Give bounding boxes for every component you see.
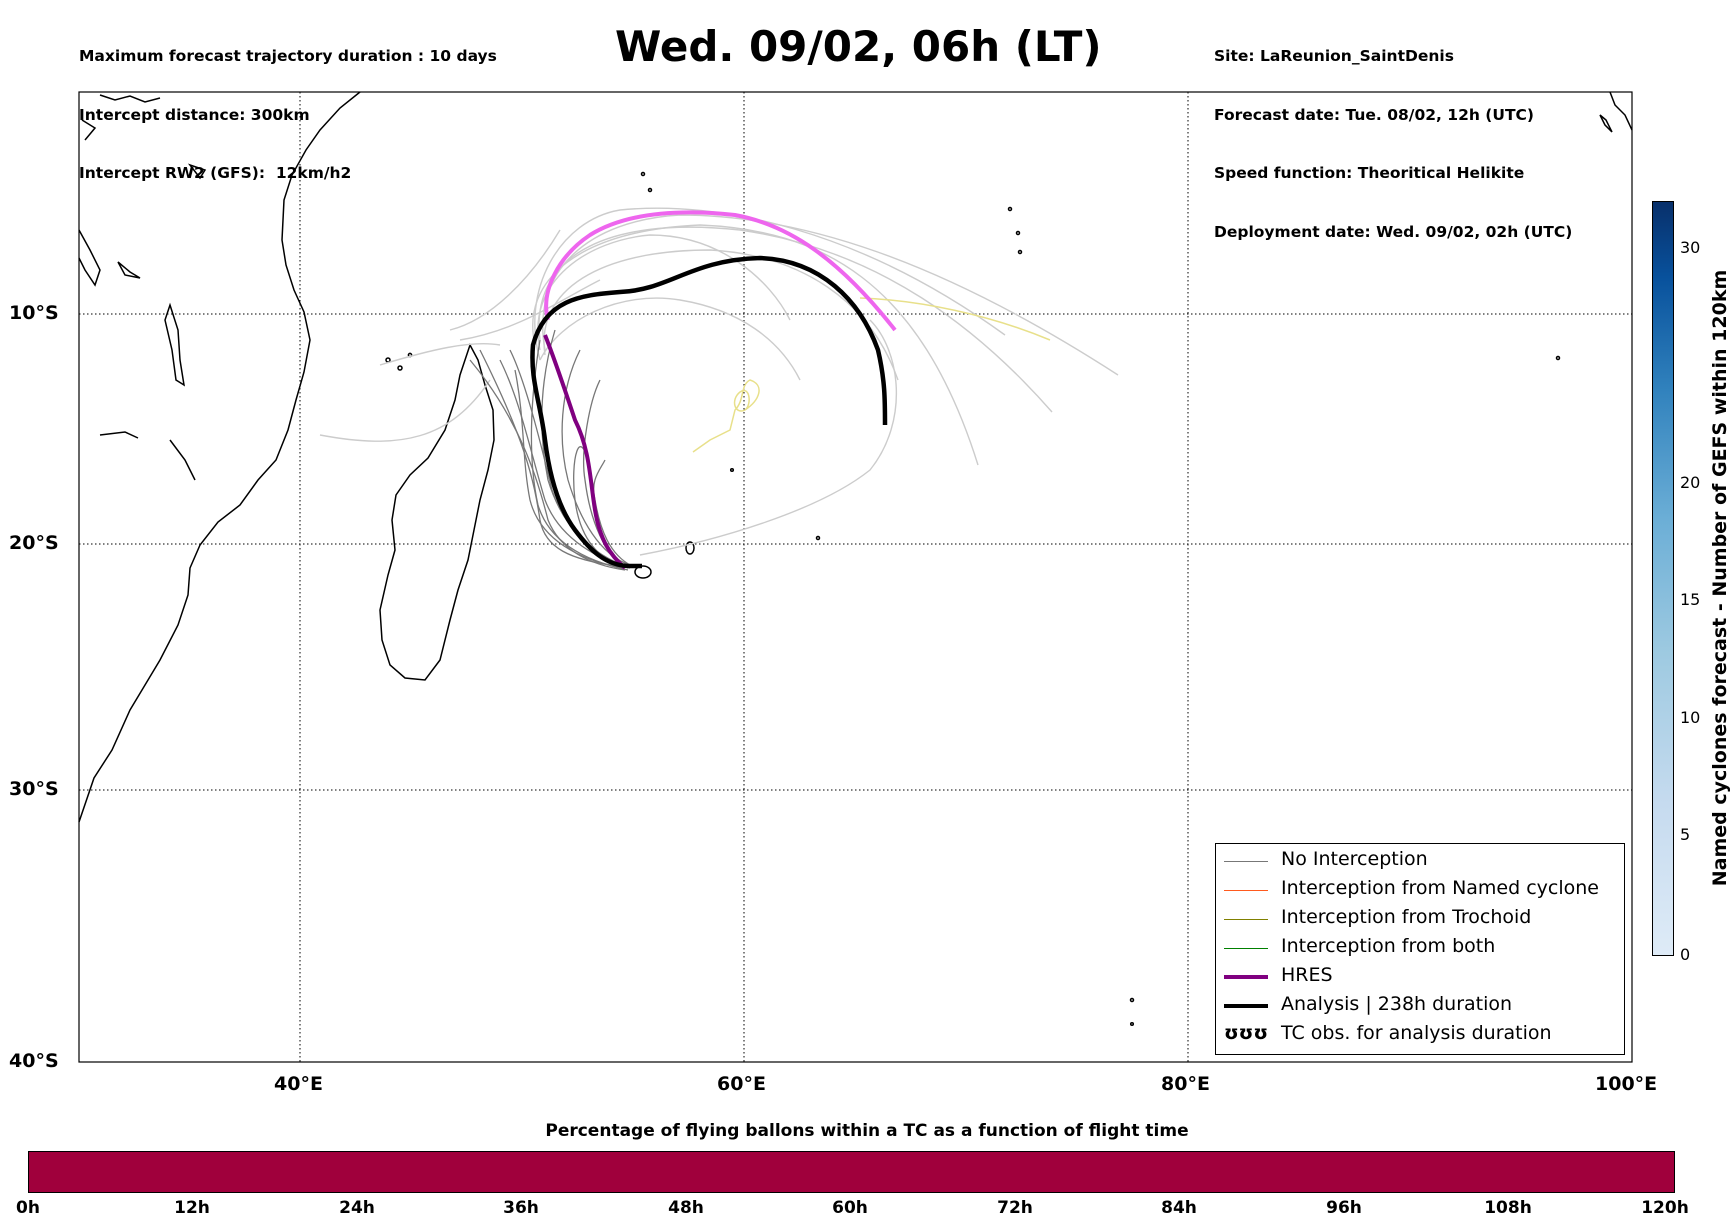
lon-label-60e: 60°E (717, 1073, 766, 1095)
cbr-tick-15: 15 (1680, 590, 1701, 609)
cbb-tick-12h: 12h (174, 1198, 210, 1218)
legend-swatch (1224, 975, 1268, 979)
cbr-tick-10: 10 (1680, 708, 1701, 727)
lon-label-80e: 80°E (1161, 1073, 1210, 1095)
cbb-tick-72h: 72h (997, 1198, 1033, 1218)
no-interception-trajectories (469, 329, 633, 571)
cbr-tick-30: 30 (1680, 238, 1701, 257)
cbb-tick-108h: 108h (1484, 1198, 1532, 1218)
cbb-tick-0h: 0h (16, 1198, 40, 1218)
cbb-tick-96h: 96h (1326, 1198, 1362, 1218)
legend-swatch (1224, 948, 1268, 949)
lat-label-30s: 30°S (9, 778, 59, 800)
colorbar-right-title: Named cyclones forecast - Number of GEFS… (1709, 269, 1731, 887)
cbr-tick-5: 5 (1680, 825, 1691, 844)
intercept-rw2-text: Intercept RW2 (GFS): 12km/h2 (79, 164, 352, 182)
cbb-tick-24h: 24h (339, 1198, 375, 1218)
lon-label-100e: 100°E (1595, 1073, 1658, 1095)
header-right-info: Site: LaReunion_SaintDenis Forecast date… (1214, 8, 1572, 262)
cbb-tick-84h: 84h (1161, 1198, 1197, 1218)
page-title: Wed. 09/02, 06h (LT) (615, 22, 1102, 71)
lon-label-40e: 40°E (274, 1073, 323, 1095)
lat-label-40s: 40°S (9, 1050, 59, 1072)
flight-time-colorbar (28, 1151, 1675, 1193)
coastlines (78, 91, 1633, 1027)
cbb-tick-120h: 120h (1641, 1198, 1689, 1218)
hres-upper-track (544, 210, 897, 332)
intercept-distance-text: Intercept distance: 300km (79, 105, 310, 124)
cbb-tick-48h: 48h (668, 1198, 704, 1218)
map-legend: No Interception Interception from Named … (1215, 843, 1625, 1055)
madagascar-coastline (379, 343, 495, 681)
header-left-info: Maximum forecast trajectory duration : 1… (79, 8, 497, 203)
colorbar-bottom-title: Percentage of flying ballons within a TC… (545, 1121, 1189, 1141)
cbb-tick-60h: 60h (832, 1198, 868, 1218)
legend-swatch (1224, 919, 1268, 920)
tc-obs-track (692, 297, 1051, 453)
legend-swatch (1224, 890, 1268, 891)
site-text: Site: LaReunion_SaintDenis (1214, 47, 1454, 65)
cbr-tick-20: 20 (1680, 473, 1701, 492)
cyclone-colorbar (1652, 201, 1674, 956)
deployment-date-text: Deployment date: Wed. 09/02, 02h (UTC) (1214, 222, 1573, 241)
light-ensemble-trajectories (319, 207, 1119, 556)
legend-swatch (1224, 861, 1268, 862)
analysis-track (530, 255, 888, 569)
speed-function-text: Speed function: Theoritical Helikite (1214, 164, 1525, 182)
legend-swatch (1224, 1004, 1268, 1008)
lat-label-20s: 20°S (9, 532, 59, 554)
hres-track (543, 334, 627, 570)
forecast-date-text: Forecast date: Tue. 08/02, 12h (UTC) (1214, 105, 1535, 124)
cbb-tick-36h: 36h (503, 1198, 539, 1218)
tc-symbol-icon: ʊʊʊ (1224, 1022, 1269, 1044)
map-grid (79, 92, 1632, 1062)
lat-label-10s: 10°S (9, 302, 59, 324)
cbr-tick-0: 0 (1680, 945, 1691, 964)
africa-coastline (78, 91, 361, 823)
max-duration-text: Maximum forecast trajectory duration : 1… (79, 47, 497, 65)
